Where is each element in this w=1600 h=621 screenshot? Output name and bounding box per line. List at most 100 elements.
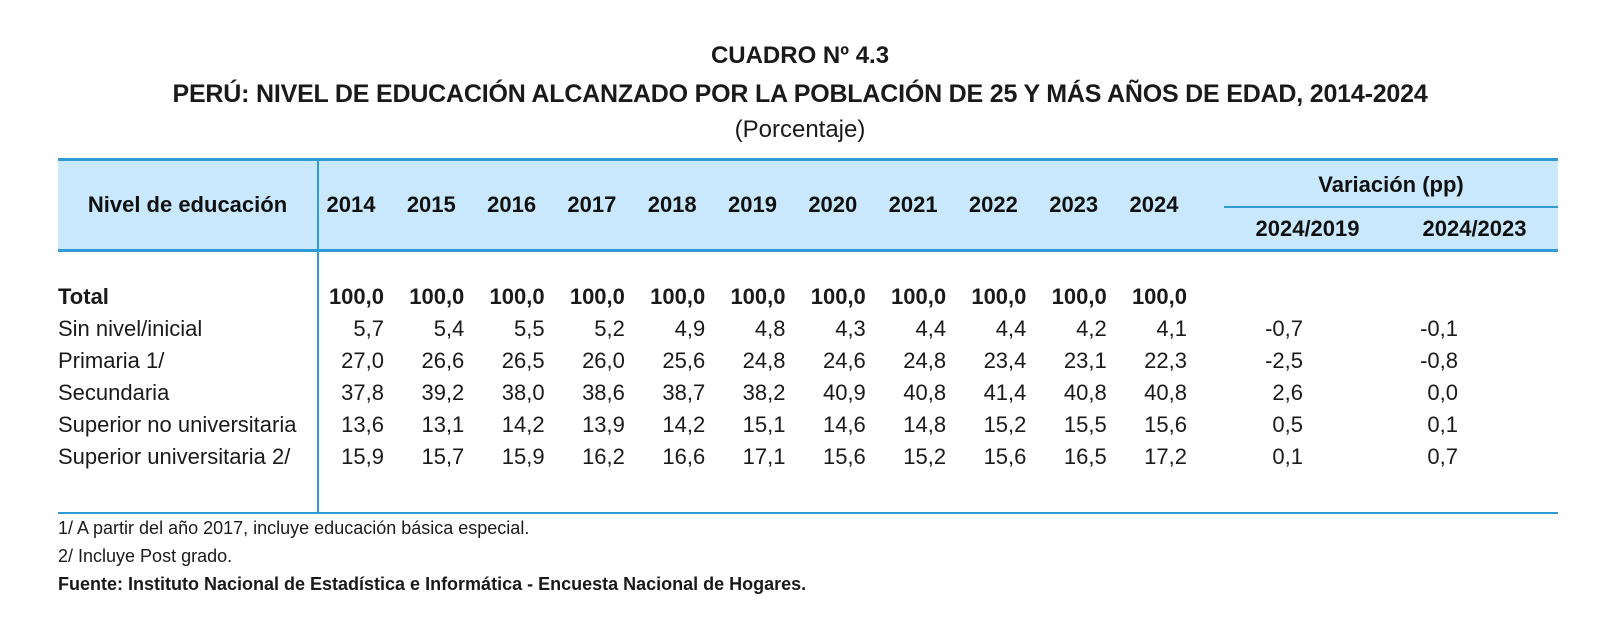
table-cell: 15,5 — [1063, 412, 1107, 437]
year-column-header: 2020 — [808, 192, 858, 217]
table-cell: 22,3 — [1144, 348, 1187, 373]
table-header-band — [58, 158, 1558, 252]
table-cell: 5,4 — [433, 316, 465, 341]
table-cell: 26,5 — [501, 348, 545, 373]
table-cell: 15,1 — [742, 412, 786, 437]
table-row: Superior universitaria 2/15,9 15,7 15,9 16,… — [58, 444, 1558, 476]
table-cell: 13,9 — [582, 412, 625, 437]
table-cell: 100,0 — [810, 284, 866, 309]
table-subtitle: PERÚ: NIVEL DE EDUCACIÓN ALCANZADO POR L… — [172, 80, 1428, 108]
year-column-header: 2024 — [1129, 192, 1179, 217]
table-cell: 40,9 — [822, 380, 866, 405]
table-cell: 4,4 — [995, 316, 1027, 341]
variation-cell: -2,5 — [1265, 348, 1303, 373]
table-row: Total 100,0 100,0 100,0 100,0 100,0 100,0 100,0… — [58, 284, 1558, 316]
table-cell: 40,8 — [1144, 380, 1187, 405]
table-cell: 38,6 — [582, 380, 625, 405]
table-cell: 16,5 — [1063, 444, 1107, 469]
table-row: Superior no universitaria 13,6 13,1 14,2 13,… — [58, 412, 1558, 444]
variation-cell: 0,1 — [1272, 444, 1303, 469]
year-column-header: 2023 — [1049, 192, 1099, 217]
year-column-header: 2016 — [487, 192, 537, 217]
table-cell: 16,2 — [582, 444, 625, 469]
year-column-header: 2014 — [326, 192, 376, 217]
table-cell: 37,8 — [341, 380, 384, 405]
variation-cell: -0,1 — [1420, 316, 1458, 341]
table-notes: 1/ A partir del año 2017, incluye educac… — [58, 514, 806, 598]
table-cell: 15,2 — [903, 444, 947, 469]
table-title: CUADRO Nº 4.3 — [710, 42, 890, 69]
row-label: Primaria 1/ — [58, 348, 165, 373]
table-cell: 100,0 — [569, 284, 625, 309]
variation-subheader-divider — [1224, 206, 1558, 208]
level-column-header: Nivel de educación — [87, 192, 288, 217]
variation-cell: 0,7 — [1427, 444, 1458, 469]
row-label: Secundaria — [58, 380, 170, 405]
table-cell: 100,0 — [1131, 284, 1187, 309]
table-cell: 4,3 — [835, 316, 866, 341]
table-cell: 24,8 — [742, 348, 786, 373]
table-cell: 100,0 — [971, 284, 1027, 309]
column-divider — [317, 158, 319, 514]
table-cell: 26,6 — [421, 348, 465, 373]
table-cell: 23,1 — [1063, 348, 1107, 373]
table-cell: 100,0 — [891, 284, 947, 309]
table-cell: 5,2 — [594, 316, 625, 341]
table-cell: 100,0 — [409, 284, 465, 309]
variation-cell: 2,6 — [1272, 380, 1303, 405]
variation-cell: 0,1 — [1427, 412, 1458, 437]
variation-col-header: 2024/2019 — [1255, 216, 1360, 241]
table-unit: (Porcentaje) — [734, 116, 866, 143]
table-cell: 100,0 — [1051, 284, 1107, 309]
table-cell: 15,6 — [1144, 412, 1187, 437]
table-cell: 13,6 — [341, 412, 384, 437]
table-cell: 17,1 — [742, 444, 786, 469]
row-label: Total — [58, 284, 109, 309]
variation-col-header: 2024/2023 — [1422, 216, 1527, 241]
table-cell: 100,0 — [650, 284, 706, 309]
table-cell: 14,6 — [822, 412, 866, 437]
variation-header: Variación (pp) — [1318, 172, 1464, 197]
table-cell: 15,6 — [822, 444, 866, 469]
table-cell: 16,6 — [662, 444, 706, 469]
table-cell: 15,2 — [983, 412, 1027, 437]
table-cell: 24,8 — [903, 348, 947, 373]
year-column-header: 2021 — [888, 192, 938, 217]
table-cell: 4,2 — [1076, 316, 1107, 341]
table-cell: 5,5 — [514, 316, 545, 341]
year-column-header: 2019 — [728, 192, 777, 217]
table-cell: 40,8 — [1063, 380, 1107, 405]
table-row: Primaria 1/27,0 26,6 26,5 26,0 25,6 24,8 24,6 2… — [58, 348, 1558, 380]
table-bottom-rule — [58, 512, 1558, 514]
table-cell: 13,1 — [421, 412, 465, 437]
year-column-header: 2017 — [567, 192, 617, 217]
table-cell: 15,9 — [341, 444, 384, 469]
table-row: Secundaria 37,8 39,2 38,0 38,6 38,7 38,2 40,9 40… — [58, 380, 1558, 412]
table-cell: 25,6 — [662, 348, 706, 373]
variation-cell: -0,7 — [1265, 316, 1303, 341]
table-cell: 15,7 — [421, 444, 465, 469]
table-cell: 23,4 — [983, 348, 1027, 373]
row-label: Superior no universitaria — [58, 412, 297, 437]
table-cell: 15,9 — [501, 444, 545, 469]
table-cell: 38,2 — [742, 380, 786, 405]
table-cell: 14,8 — [903, 412, 947, 437]
table-cell: 4,4 — [915, 316, 947, 341]
table-cell: 24,6 — [822, 348, 866, 373]
variation-cell: 0,0 — [1427, 380, 1458, 405]
table-cell: 100,0 — [730, 284, 786, 309]
variation-cell: -0,8 — [1420, 348, 1458, 373]
year-column-header: 2015 — [406, 192, 456, 217]
table-cell: 40,8 — [903, 380, 947, 405]
table-cell: 4,8 — [754, 316, 786, 341]
year-column-header: 2018 — [647, 192, 697, 217]
table-cell: 26,0 — [582, 348, 625, 373]
table-cell: 38,7 — [662, 380, 706, 405]
table-cell: 100,0 — [328, 284, 384, 309]
table-cell: 15,6 — [983, 444, 1027, 469]
year-column-header: 2022 — [968, 192, 1018, 217]
row-label: Superior universitaria 2/ — [58, 444, 291, 469]
source-note: Fuente: Instituto Nacional de Estadístic… — [58, 574, 807, 594]
variation-cell: 0,5 — [1272, 412, 1303, 437]
table-cell: 27,0 — [341, 348, 384, 373]
